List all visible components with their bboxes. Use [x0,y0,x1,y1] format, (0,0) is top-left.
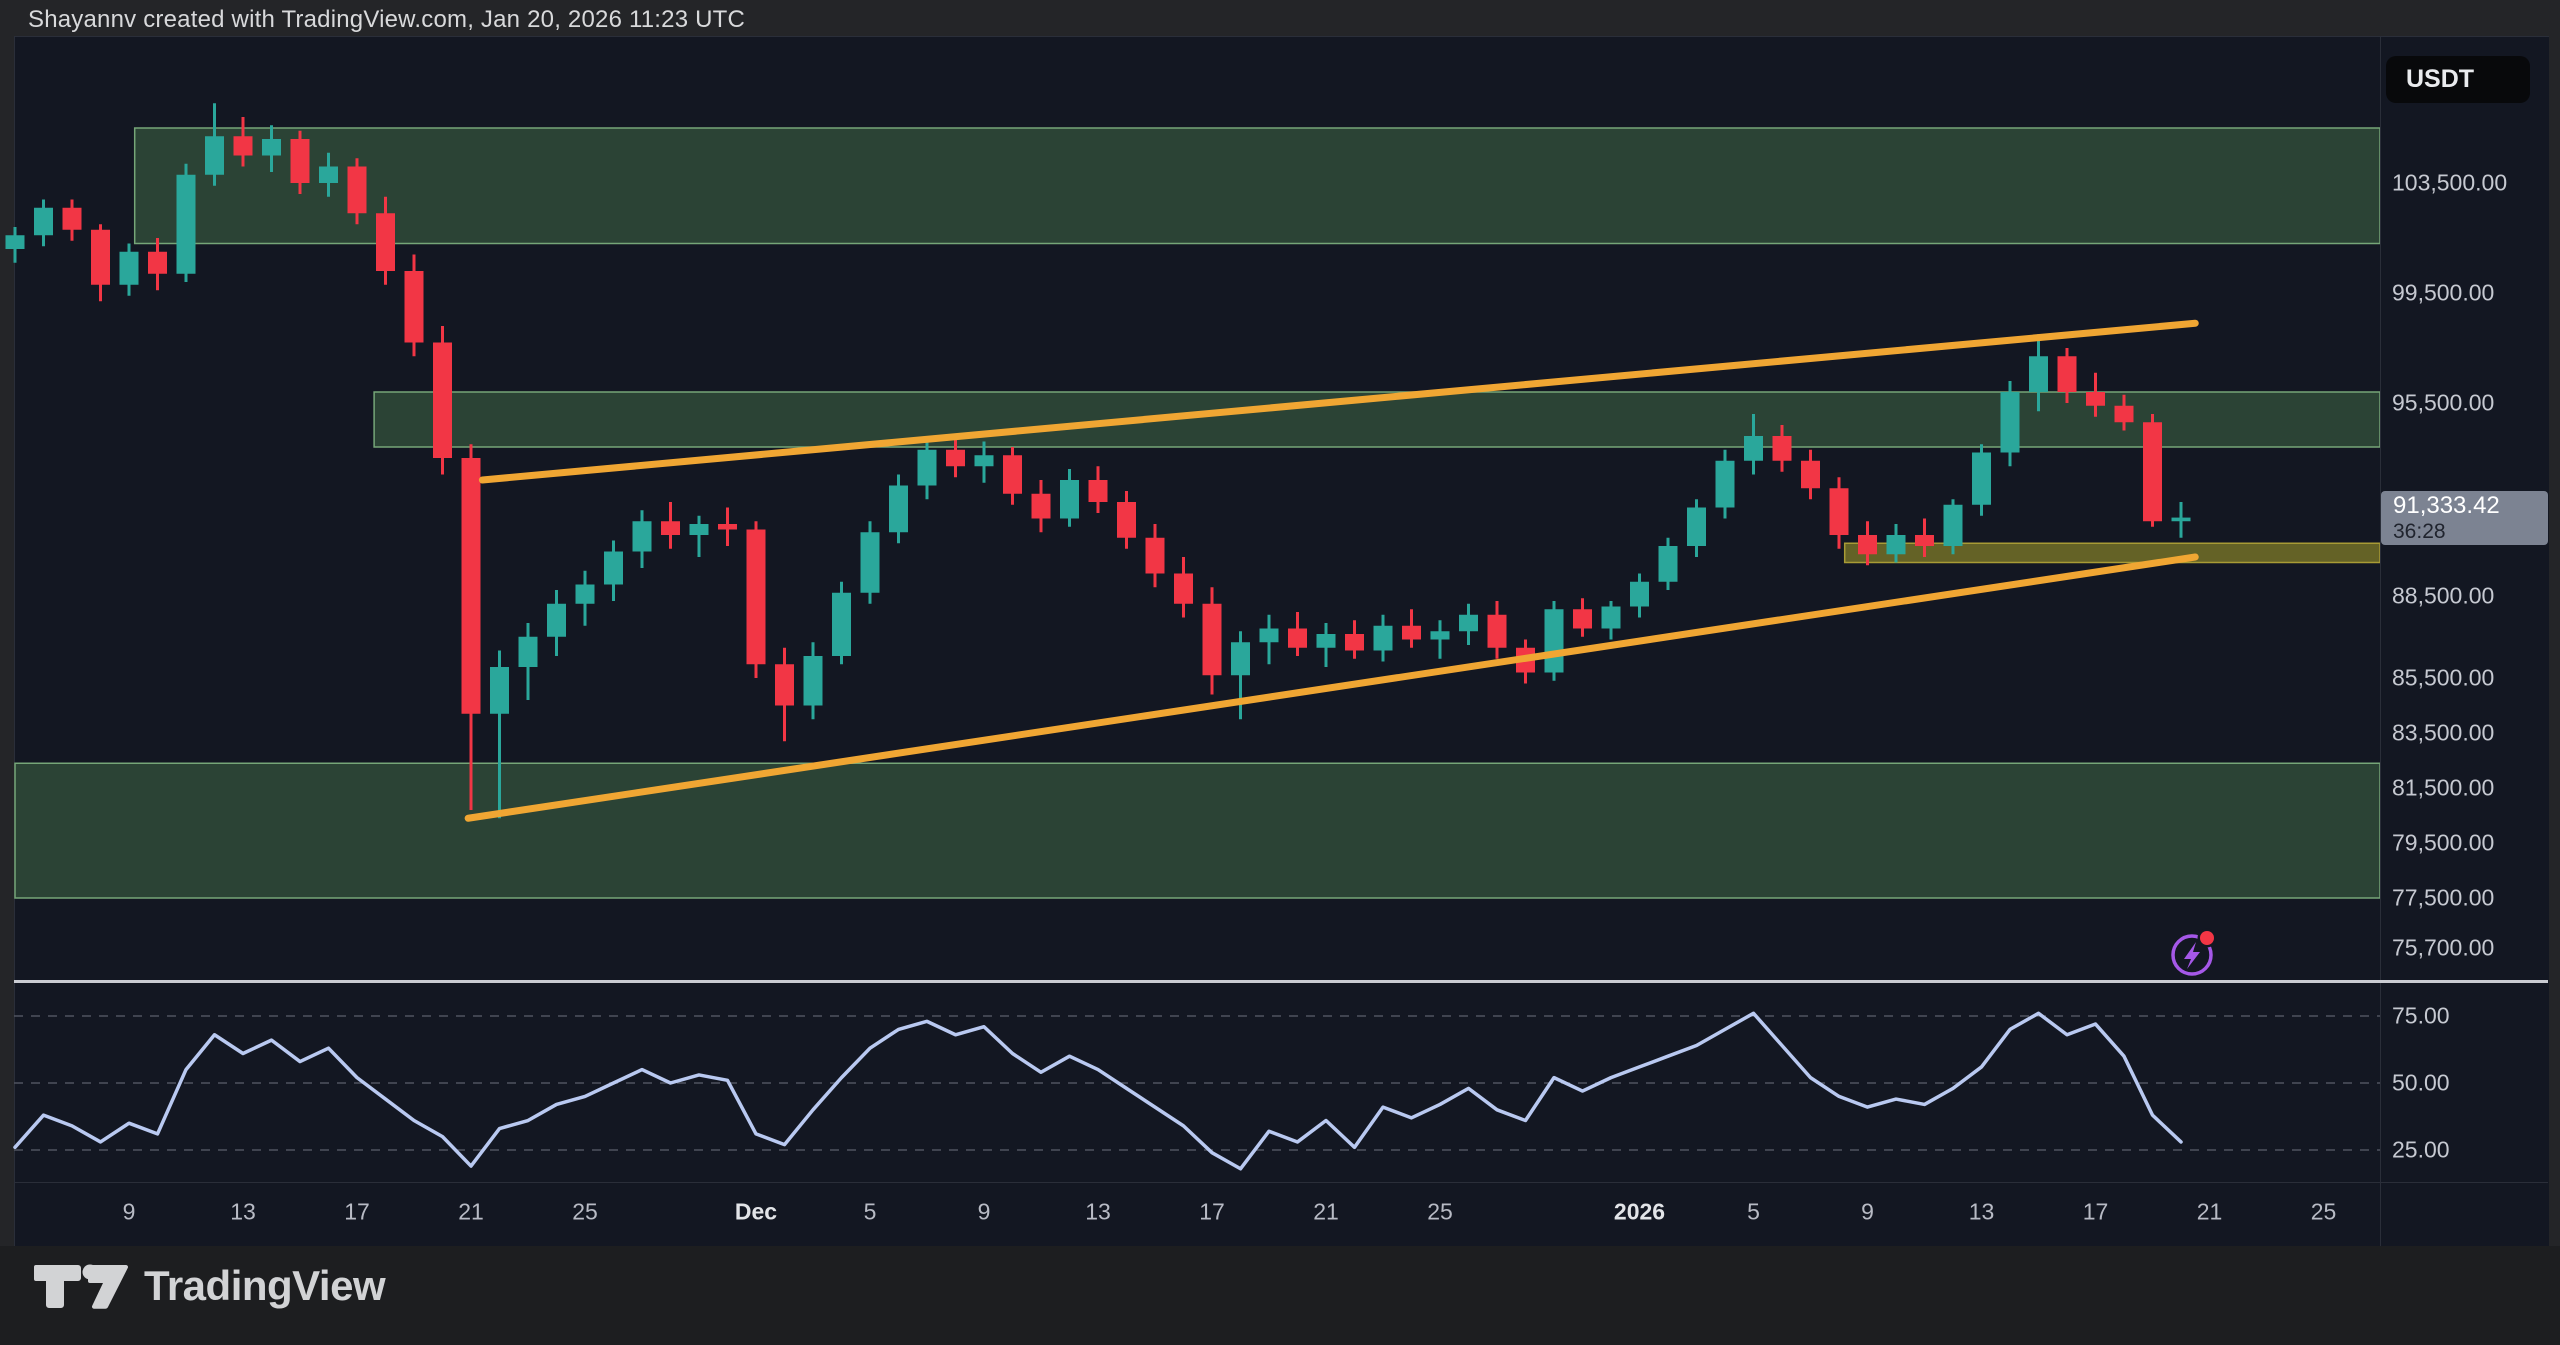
time-axis-label: Dec [734,1198,778,1225]
rsi-line [13,1011,2183,1171]
trendlines-layer [464,319,2199,822]
rsi-axis-label: 25.00 [2392,1136,2450,1163]
price-axis-label: 85,500.00 [2392,664,2495,691]
upper-trendline[interactable] [478,319,2199,484]
price-axis-label: 95,500.00 [2392,389,2495,416]
time-axis-label: 25 [572,1198,598,1225]
last-price-badge: 91,333.42 36:28 [2381,490,2548,545]
upper-resistance-zone[interactable] [133,127,2381,245]
price-axis-label: 77,500.00 [2392,884,2495,911]
tradingview-logo-mark [34,1264,129,1309]
currency-badge: USDT [2386,56,2530,103]
near-support-band[interactable] [1843,542,2381,564]
footer-bar: TradingView [0,1246,2560,1345]
lower-support-zone[interactable] [14,762,2381,899]
time-axis-label: 5 [1747,1198,1760,1225]
time-axis-label: 17 [344,1198,370,1225]
bar-countdown: 36:28 [2393,519,2446,543]
lower-trendline[interactable] [464,553,2199,822]
notification-dot [2200,931,2214,945]
time-axis-label: 25 [1427,1198,1453,1225]
rsi-layer [13,1011,2183,1171]
time-axis-label: 13 [1968,1198,1995,1225]
header-bar: Shayannv created with TradingView.com, J… [0,0,2560,36]
pane-separator[interactable] [14,980,2548,983]
time-axis-label: 17 [2082,1198,2109,1225]
time-axis-label: 13 [230,1198,256,1225]
lightning-icon[interactable] [2163,926,2223,986]
time-axis-label: 21 [1313,1198,1339,1225]
time-axis-label: 9 [977,1198,991,1225]
tradingview-logo[interactable]: TradingView [34,1262,386,1310]
last-price-value: 91,333.42 [2393,491,2500,519]
time-axis-label: 2026 [1613,1198,1666,1225]
candles-layer [5,103,2191,819]
price-axis-label: 75,700.00 [2392,934,2495,960]
time-axis-label: 5 [863,1198,877,1225]
price-axis-label: 99,500.00 [2392,279,2495,306]
time-axis-label: 21 [458,1198,484,1225]
rsi-axis-label: 75.00 [2392,1002,2450,1029]
chart-frame [14,36,2549,1247]
brand-text: TradingView [144,1262,386,1309]
time-axis-label: 13 [1085,1198,1111,1225]
axis-divider [2380,36,2381,1246]
bolt-glyph [2184,942,2200,969]
rsi-axis-label: 50.00 [2392,1069,2450,1096]
chart-title: Shayannv created with TradingView.com, J… [28,6,746,33]
price-axis-label: 103,500.00 [2392,169,2508,196]
rsi-bottom-border [14,1182,2548,1183]
time-axis-label: 9 [1861,1198,1874,1225]
zones-layer [14,127,2381,899]
time-axis-label: 25 [2310,1198,2337,1225]
price-axis-label: 81,500.00 [2392,774,2495,801]
price-axis-label: 83,500.00 [2392,719,2495,746]
time-axis-label: 9 [122,1198,136,1225]
price-axis-label: 79,500.00 [2392,829,2495,856]
time-axis-label: 21 [2196,1198,2223,1225]
time-axis-label: 17 [1199,1198,1225,1225]
price-axis-label: 88,500.00 [2392,582,2495,608]
rsi-grid-layer [14,1015,2380,1151]
